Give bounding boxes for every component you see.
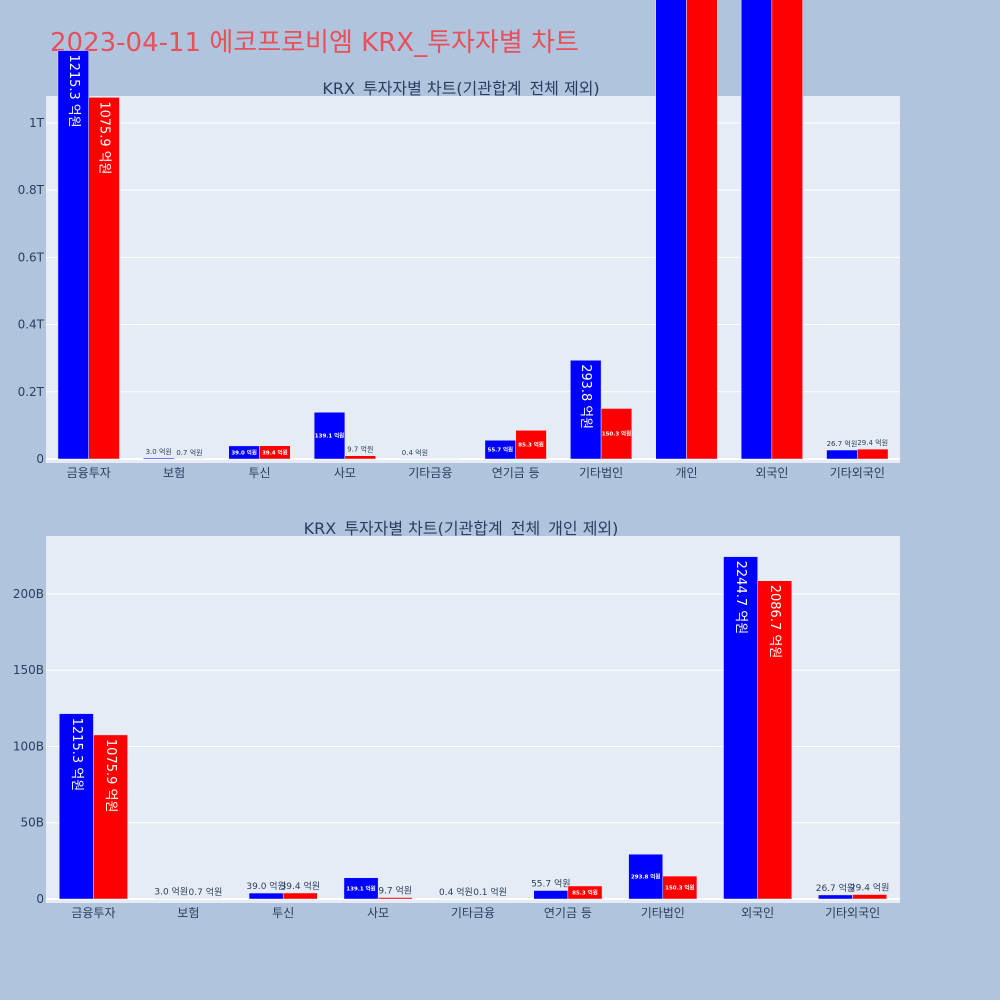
bar-series1 [655,0,687,460]
bar-series2 [771,0,803,460]
x-tick-label: 보험 [177,906,199,920]
y-tick-label: 0.4T [18,318,45,332]
bar-series1 [570,360,602,460]
data-label: 0.1 억원 [473,886,507,898]
data-label: 150.3 억원 [665,884,694,892]
data-label: 150.3 억원 [602,430,631,438]
bar-series1 [57,50,89,460]
data-label: 39.0 억원 [231,448,257,456]
data-label: 2086.7 억원 [767,585,782,659]
bar-series1 [313,411,346,460]
x-tick-label: 금융투자 [71,906,115,920]
data-label: 293.8 억원 [578,364,593,429]
data-label: 3.0 억원 [154,886,188,898]
bar-series1 [818,894,853,900]
x-tick-label: 보험 [163,466,185,480]
bar-series1 [533,890,569,900]
bar-series2 [88,97,120,460]
x-tick-label: 투신 [248,466,270,480]
y-tick-label: 50B [20,816,44,830]
x-tick-label: 기타법인 [579,466,623,480]
x-tick-label: 연기금 등 [544,906,592,920]
page-title: 2023-04-11 에코프로비엠 KRX_투자자별 차트 [50,28,579,58]
chart-top: KRX_투자자별 차트(기관합계_전체 제외) 0 0.2T 0.4T 0.6T 0.8T… [18,0,900,480]
x-tick-label: 기타외국인 [825,906,880,920]
bar-series2 [662,875,698,900]
data-label: 1075.9 억원 [97,101,112,174]
y-tick-label: 0 [36,452,44,466]
data-label: 85.3 억원 [518,441,544,449]
data-label: 39.4 억원 [262,448,288,456]
data-label: 39.4 억원 [281,880,320,892]
x-tick-label: 기타법인 [641,906,685,920]
bar-series1 [628,853,664,900]
bar-series2 [567,885,603,900]
data-label: 2244.7 억원 [733,561,748,635]
y-tick-label: 100B [13,739,44,753]
bar-series2 [282,892,318,900]
bar-series2 [93,734,128,900]
data-label: 0.4 억원 [402,448,428,457]
chart-subtitle: KRX_투자자별 차트(기관합계_전체_개인 제외) [304,519,619,539]
y-tick-label: 1T [29,116,45,130]
bar-series2 [259,445,291,460]
bar-series1 [143,457,175,460]
x-tick-label: 금융투자 [67,466,111,480]
x-tick-label: 연기금 등 [492,466,540,480]
chart-subtitle: KRX_투자자별 차트(기관합계_전체 제외) [322,79,599,99]
bar-series2 [757,580,793,900]
bar-series2 [344,455,376,460]
x-tick-label: 외국인 [755,466,788,480]
data-label: 3.0 억원 [146,447,172,456]
x-tick-label: 개인 [675,466,697,480]
bar-series1 [59,713,94,900]
data-label: 0.7 억원 [189,886,223,898]
x-tick-label: 기타외국인 [830,466,885,480]
data-label: 55.7 억원 [531,878,570,890]
data-label: 139.1 억원 [315,432,344,440]
bar-series2 [686,0,718,460]
y-tick-label: 0.6T [18,250,45,264]
bar-series2 [600,408,633,460]
bar-series2 [377,897,413,900]
bar-series1 [723,556,758,900]
bar-series2 [852,894,887,900]
y-tick-label: 200B [13,587,44,601]
bar-series2 [515,430,547,460]
y-tick-label: 0 [36,892,44,906]
data-label: 0.7 억원 [176,448,202,457]
data-label: 139.1 억원 [346,884,375,892]
y-tick-label: 0.8T [18,183,45,197]
data-label: 1215.3 억원 [69,718,84,792]
data-label: 9.7 억원 [378,885,412,897]
x-tick-label: 기타금융 [451,906,495,920]
bar-series2 [857,448,889,460]
y-tick-label: 150B [13,663,44,677]
bar-series1 [826,449,858,460]
data-label: 9.7 억원 [347,445,373,454]
data-label: 0.4 억원 [439,886,473,898]
data-label: 293.8 억원 [631,873,660,881]
x-tick-label: 사모 [334,466,356,480]
bar-series1 [343,877,379,900]
x-tick-label: 사모 [367,906,389,920]
data-label: 26.7 억원 [816,882,855,894]
bar-series1 [248,892,284,900]
x-tick-label: 기타금융 [408,466,452,480]
chart-bottom: KRX_투자자별 차트(기관합계_전체_개인 제외) 0 50B 100B 150B 20… [13,519,900,920]
x-tick-label: 투신 [272,906,294,920]
data-label: 39.0 억원 [246,880,285,892]
bar-series1 [740,0,773,460]
data-label: 29.4 억원 [857,438,888,447]
y-tick-label: 0.2T [18,385,45,399]
data-label: 55.7 억원 [488,446,514,454]
x-tick-label: 외국인 [741,906,774,920]
data-label: 29.4 억원 [850,882,889,894]
data-label: 1075.9 억원 [103,739,118,813]
data-label: 1215.3 억원 [66,55,81,128]
data-label: 85.3 억원 [572,888,598,896]
data-label: 26.7 억원 [827,439,858,448]
